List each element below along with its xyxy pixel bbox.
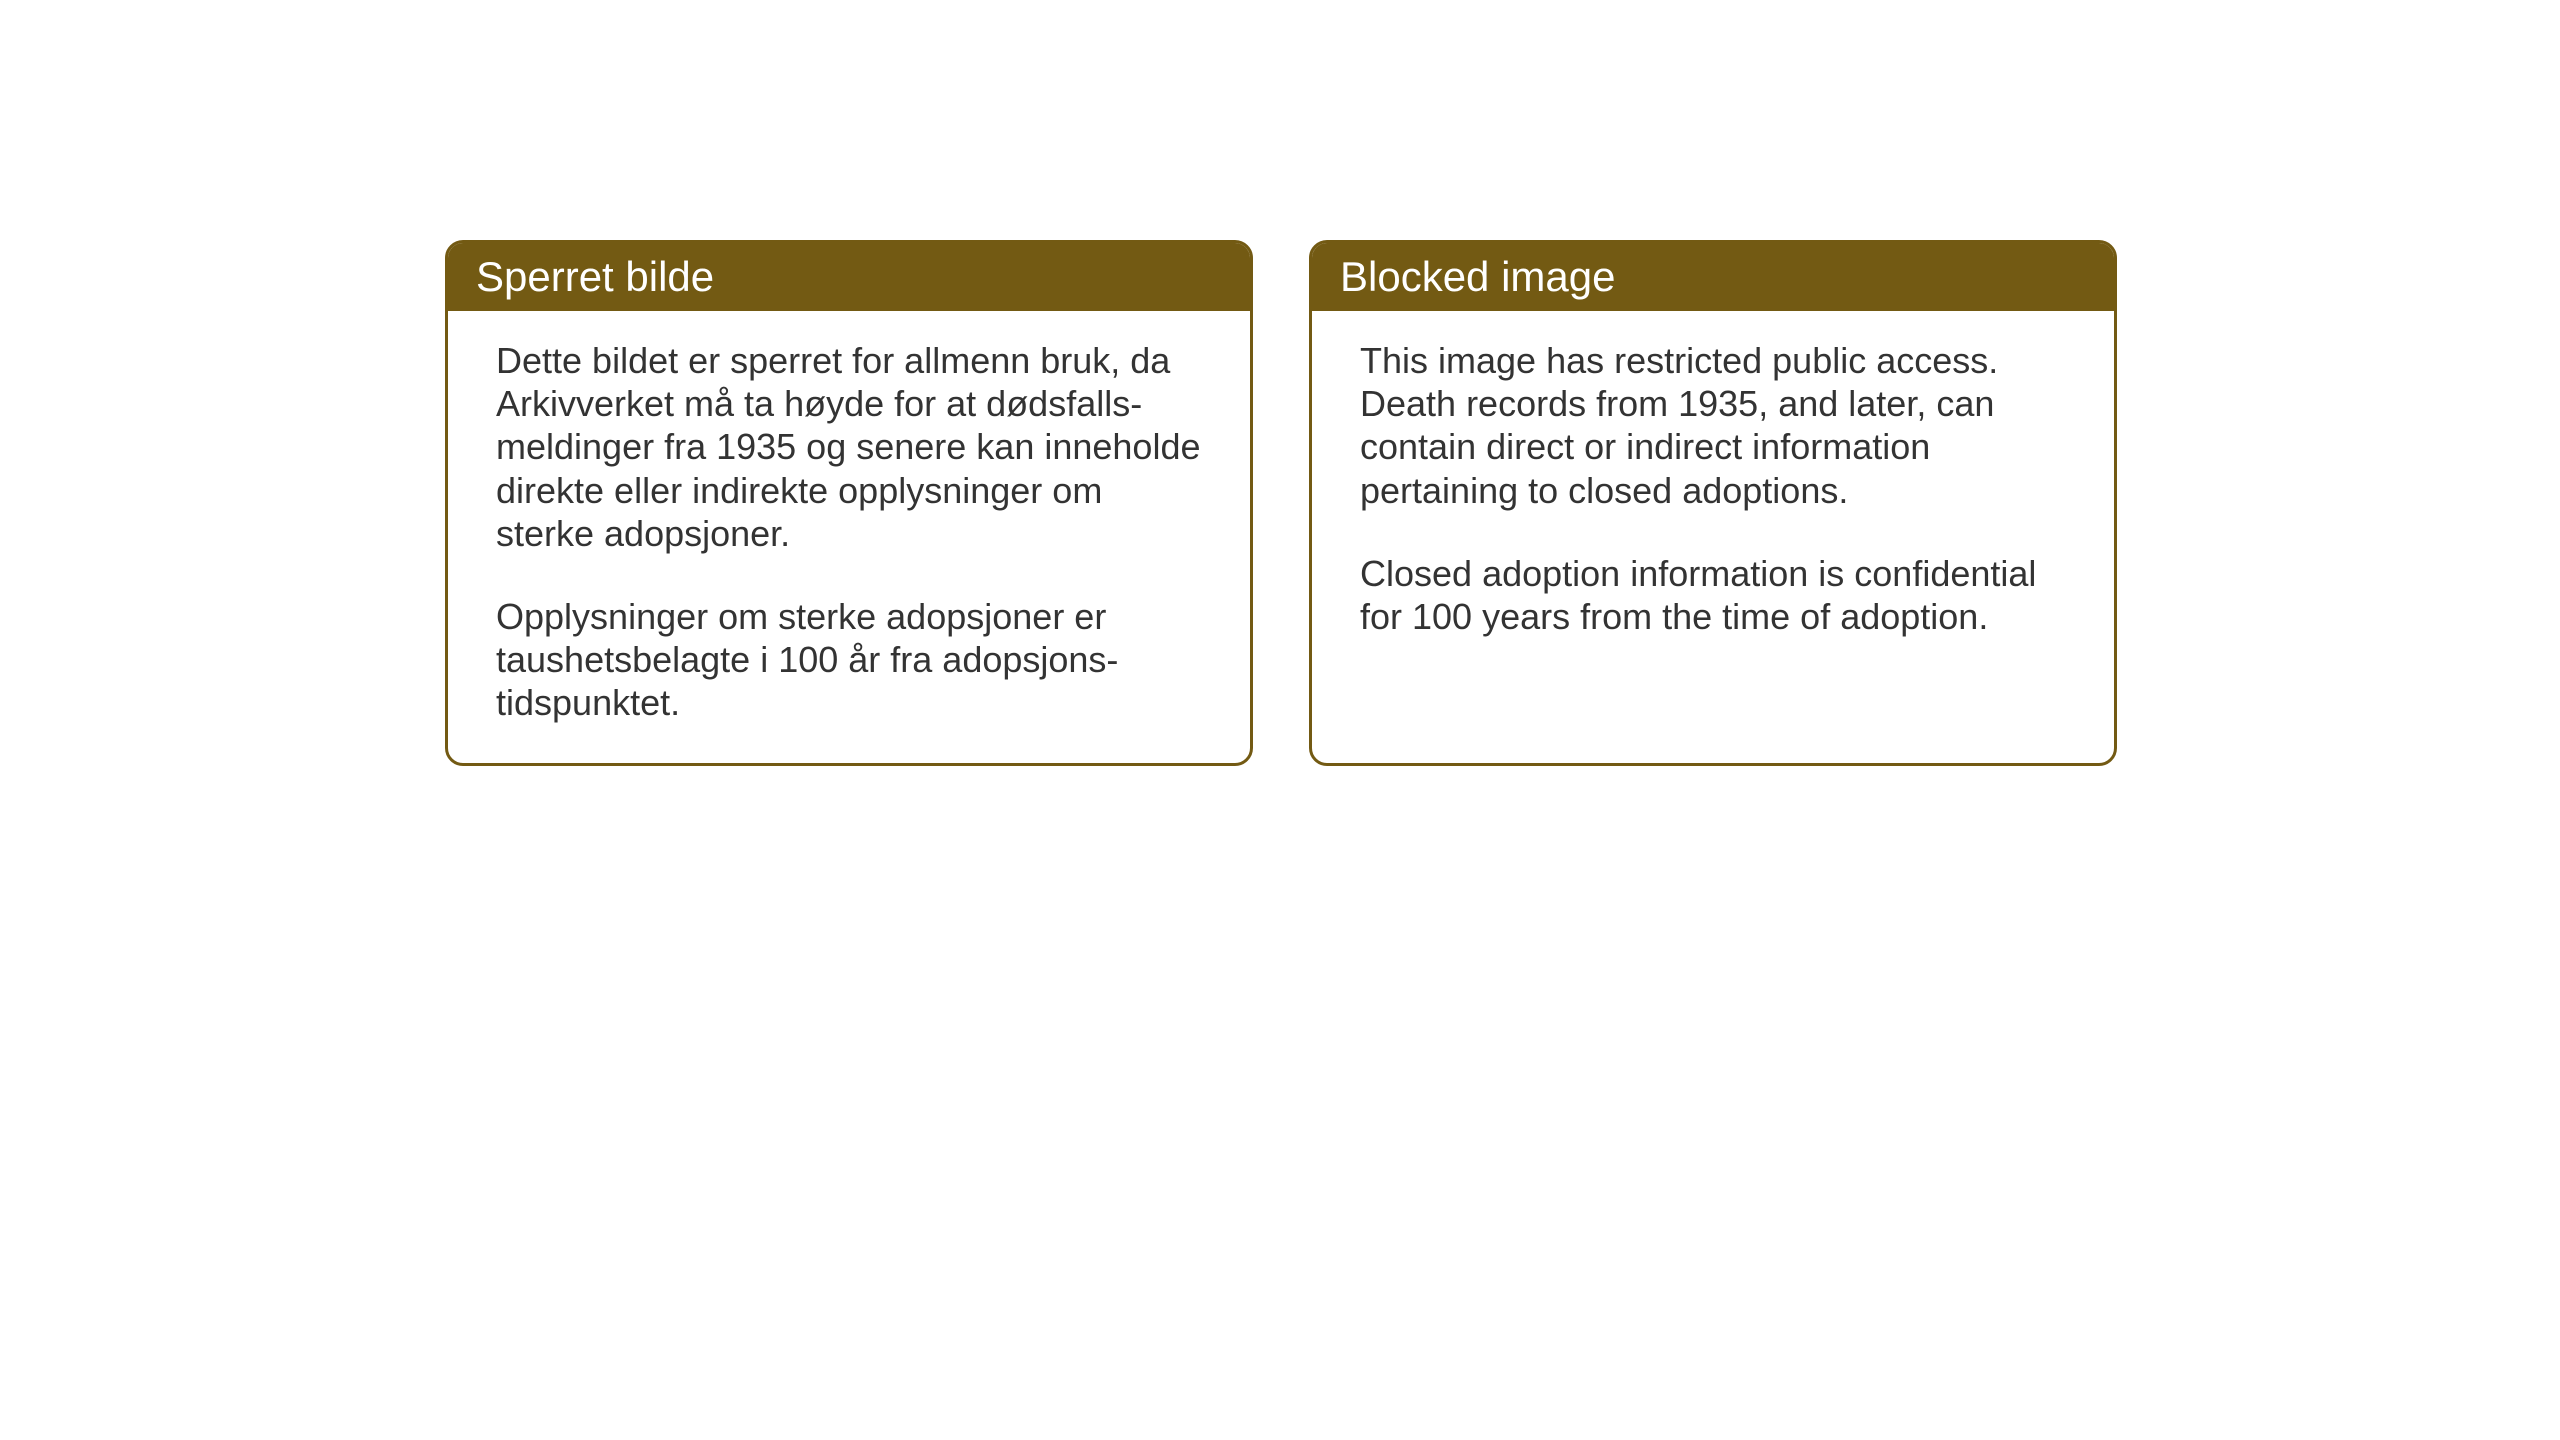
card-body-norwegian: Dette bildet er sperret for allmenn bruk…	[448, 311, 1250, 763]
card-english: Blocked image This image has restricted …	[1309, 240, 2117, 766]
card-paragraph-1-english: This image has restricted public access.…	[1360, 339, 2066, 512]
card-header-norwegian: Sperret bilde	[448, 243, 1250, 311]
card-header-english: Blocked image	[1312, 243, 2114, 311]
card-norwegian: Sperret bilde Dette bildet er sperret fo…	[445, 240, 1253, 766]
card-title-english: Blocked image	[1340, 253, 1615, 300]
card-paragraph-2-norwegian: Opplysninger om sterke adopsjoner er tau…	[496, 595, 1202, 725]
card-paragraph-2-english: Closed adoption information is confident…	[1360, 552, 2066, 638]
card-paragraph-1-norwegian: Dette bildet er sperret for allmenn bruk…	[496, 339, 1202, 555]
card-body-english: This image has restricted public access.…	[1312, 311, 2114, 759]
card-title-norwegian: Sperret bilde	[476, 253, 714, 300]
cards-container: Sperret bilde Dette bildet er sperret fo…	[445, 240, 2117, 766]
